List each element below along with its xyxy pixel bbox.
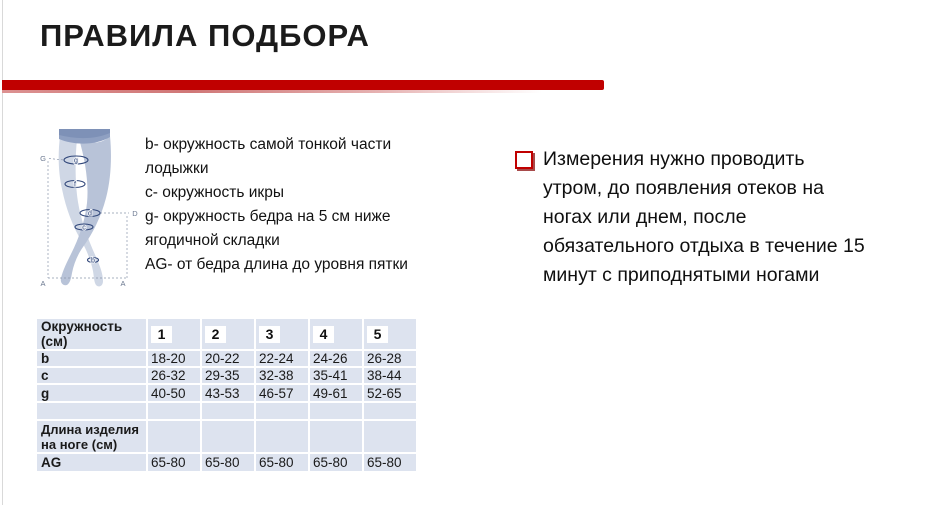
- note-line: ногах или днем, после: [543, 206, 747, 228]
- cell: 52-65: [364, 385, 416, 401]
- size-table: Окружность (см) 1 2 3 4 5 b 18-20 20-22 …: [35, 317, 418, 473]
- size-header-cell: 3: [256, 319, 308, 349]
- page-title: ПРАВИЛА ПОДБОРА: [40, 18, 370, 53]
- band-d: [79, 208, 101, 218]
- cell: [256, 403, 308, 419]
- size-header-cell: 5: [364, 319, 416, 349]
- table-row-g: g 40-50 43-53 46-57 49-61 52-65: [37, 385, 416, 401]
- cell: [148, 403, 200, 419]
- cell: [256, 421, 308, 452]
- table-header-row: Окружность (см) 1 2 3 4 5: [37, 319, 416, 349]
- cell: [310, 421, 362, 452]
- legend-item-ag: AG- от бедра длина до уровня пятки: [145, 256, 408, 273]
- hip-shade: [59, 129, 110, 139]
- note-bullet-item: Измерения нужно проводить утром, до появ…: [515, 145, 865, 290]
- cell: 43-53: [202, 385, 254, 401]
- cell: 24-26: [310, 351, 362, 366]
- table-row-length-label: Длина изделия на ноге (см): [37, 421, 416, 452]
- table-header-label: Окружность (см): [37, 319, 146, 349]
- cell: 35-41: [310, 368, 362, 383]
- front-leg-shape: [58, 136, 103, 287]
- leg-measurement-diagram: g f d c b G D A A: [40, 129, 138, 288]
- frame-label-D: D: [132, 209, 138, 218]
- size-header-cell: 1: [148, 319, 200, 349]
- band-label-d: d: [88, 211, 92, 218]
- row-label: c: [37, 368, 146, 383]
- row-label: b: [37, 351, 146, 366]
- band-g: [63, 155, 89, 165]
- row-label: Длина изделия на ноге (см): [37, 421, 146, 452]
- note-line: минут с приподнятыми ногами: [543, 264, 820, 286]
- legend-item-g: g- окружность бедра на 5 см ниже ягодичн…: [145, 208, 391, 249]
- checkbox-bullet-icon: [515, 151, 533, 169]
- cell: 26-28: [364, 351, 416, 366]
- cell: 38-44: [364, 368, 416, 383]
- cell: 29-35: [202, 368, 254, 383]
- cell: 46-57: [256, 385, 308, 401]
- note-line: обязательного отдыха в течение 15: [543, 235, 865, 257]
- cell: 40-50: [148, 385, 200, 401]
- cell: [364, 421, 416, 452]
- band-label-c: c: [82, 225, 86, 232]
- frame-label-A-left: A: [40, 279, 45, 288]
- legend-item-b: b- окружность самой тонкой части лодыжки: [145, 136, 392, 177]
- note-line: утром, до появления отеков на: [543, 177, 824, 199]
- row-label: g: [37, 385, 146, 401]
- band-f: [64, 179, 86, 189]
- band-c: [74, 223, 94, 231]
- cell: 20-22: [202, 351, 254, 366]
- cell: 26-32: [148, 368, 200, 383]
- size-header-cell: 2: [202, 319, 254, 349]
- cell: 65-80: [364, 454, 416, 471]
- table-row-ag: AG 65-80 65-80 65-80 65-80 65-80: [37, 454, 416, 471]
- title-accent-bar-shadow: [2, 90, 542, 93]
- size-number: 4: [313, 325, 334, 343]
- note-text: Измерения нужно проводить утром, до появ…: [543, 145, 865, 290]
- cell: 32-38: [256, 368, 308, 383]
- table-row-b: b 18-20 20-22 22-24 24-26 26-28: [37, 351, 416, 366]
- cell: 49-61: [310, 385, 362, 401]
- cell: [148, 421, 200, 452]
- cell: 65-80: [256, 454, 308, 471]
- table-row-empty: [37, 403, 416, 419]
- cell: 22-24: [256, 351, 308, 366]
- cell: [202, 421, 254, 452]
- row-label: AG: [37, 454, 146, 471]
- note-line: Измерения нужно проводить: [543, 148, 805, 170]
- cell: 65-80: [148, 454, 200, 471]
- band-label-f: f: [74, 182, 76, 189]
- cell: [310, 403, 362, 419]
- size-number: 5: [367, 325, 388, 343]
- cell: 65-80: [202, 454, 254, 471]
- back-leg-shape: [60, 136, 111, 286]
- measurement-legend: b- окружность самой тонкой части лодыжки…: [145, 133, 445, 277]
- band-label-g: g: [74, 158, 78, 165]
- size-number: 1: [151, 325, 172, 343]
- row-label: [37, 403, 146, 419]
- cell: [202, 403, 254, 419]
- legend-item-c: c- окружность икры: [145, 184, 284, 201]
- cell: [364, 403, 416, 419]
- title-accent-bar: [2, 80, 604, 90]
- cell: 65-80: [310, 454, 362, 471]
- frame-label-A-right: A: [120, 279, 125, 288]
- band-label-b: b: [91, 258, 95, 265]
- size-number: 2: [205, 325, 226, 343]
- size-number: 3: [259, 325, 280, 343]
- slide-left-edge: [2, 0, 3, 505]
- size-header-cell: 4: [310, 319, 362, 349]
- table-row-c: c 26-32 29-35 32-38 35-41 38-44: [37, 368, 416, 383]
- cell: 18-20: [148, 351, 200, 366]
- frame-g-line: [48, 158, 65, 161]
- band-b: [86, 256, 100, 264]
- frame-label-G: G: [40, 154, 46, 163]
